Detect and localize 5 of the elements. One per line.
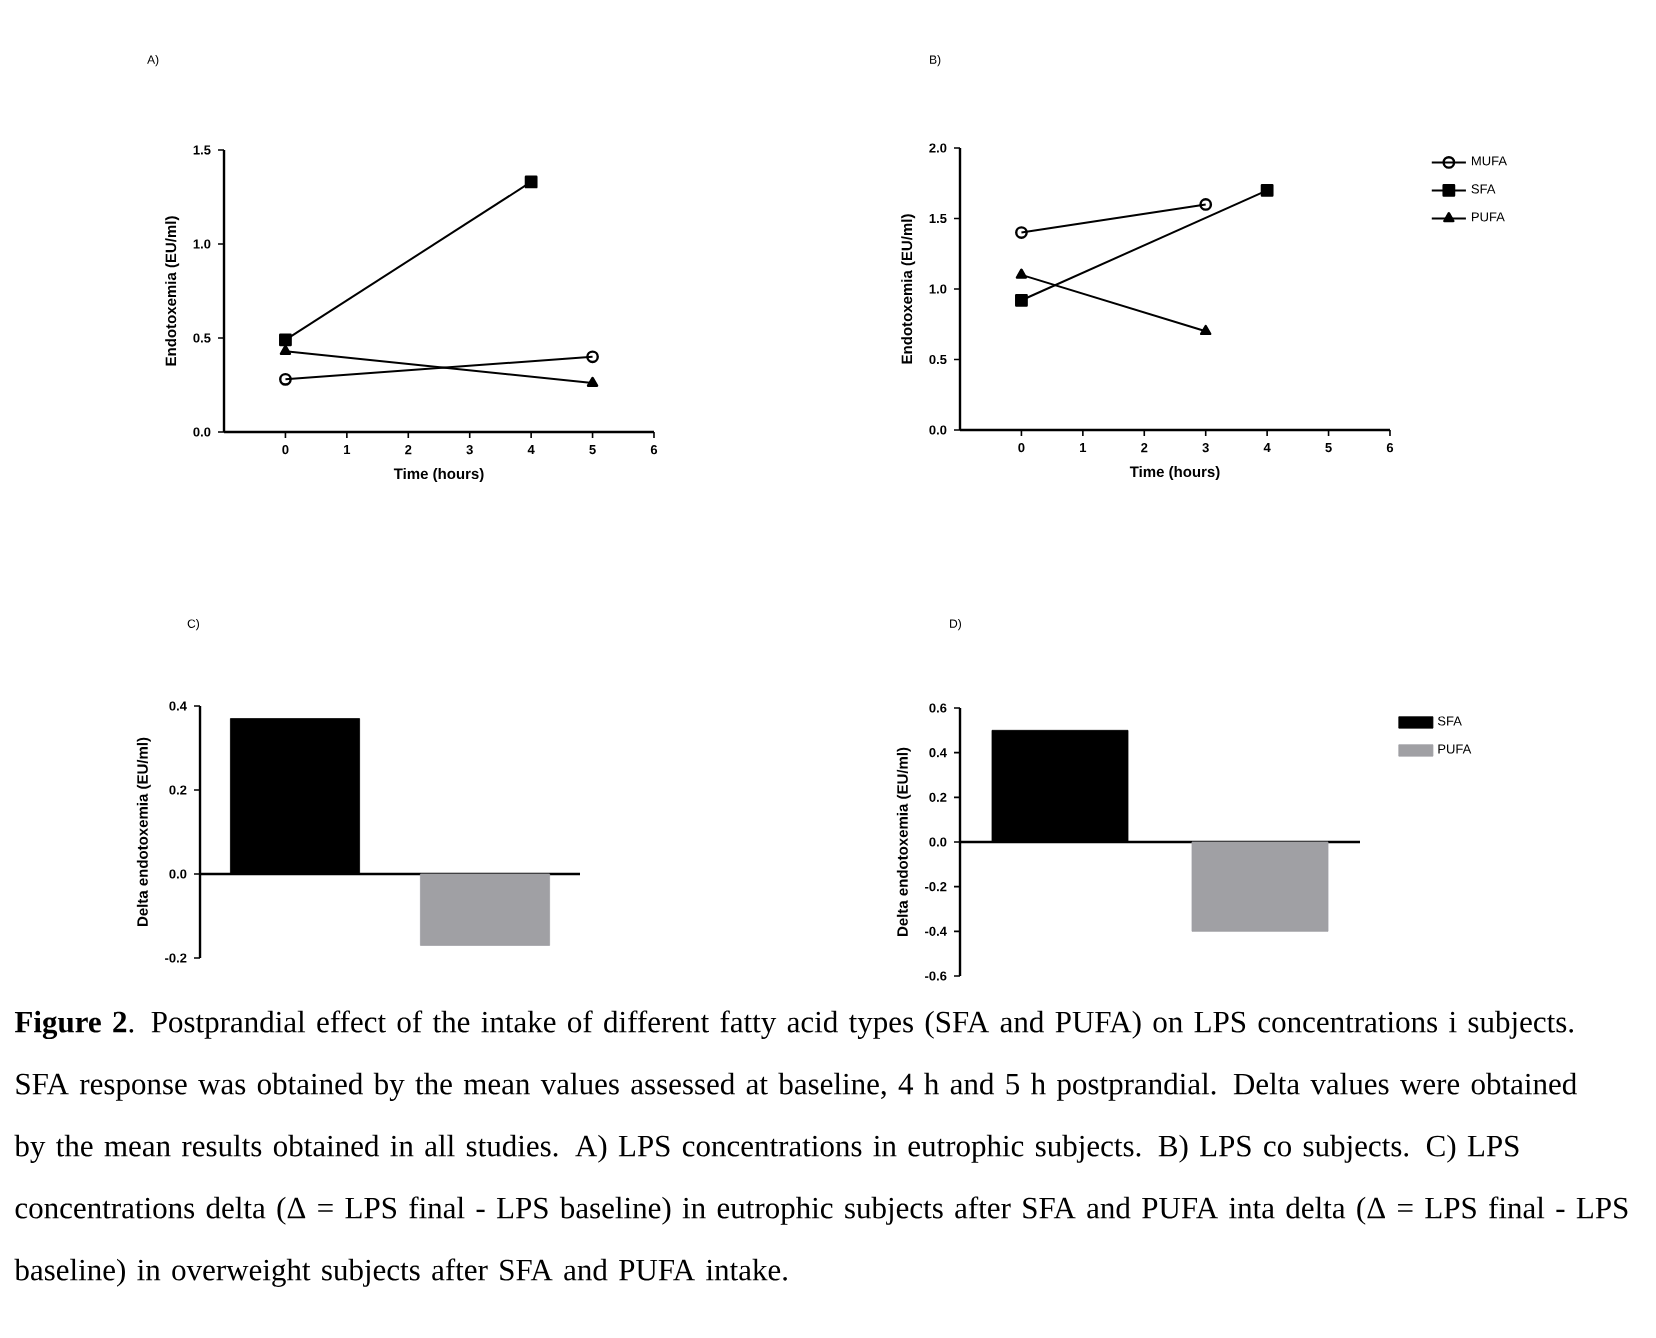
point [1015,293,1028,307]
text: Figure 2. Postprandial effect of the intake of different fatty acid types (SFA and PUFA) on LPS concentrations i subjects. SFA response was obtained by the mean values assessed at baseline, 4 h and 5 h postprandial. Delta values were obtained by the mean results obtained in all studies. A) LPS concentrations in eutrophic subjects. B) LPS co subjects. C) LPS concentrations delta (Δ = LPS final - LPS baseline) in eutrophic subjects after SFA and PUFA inta delta (Δ = LPS final - LPS baseline) in overweight subjects after SFA and PUFA intake. [14,1010,1628,1287]
point [524,175,538,189]
point [1260,183,1274,197]
point [279,333,292,347]
